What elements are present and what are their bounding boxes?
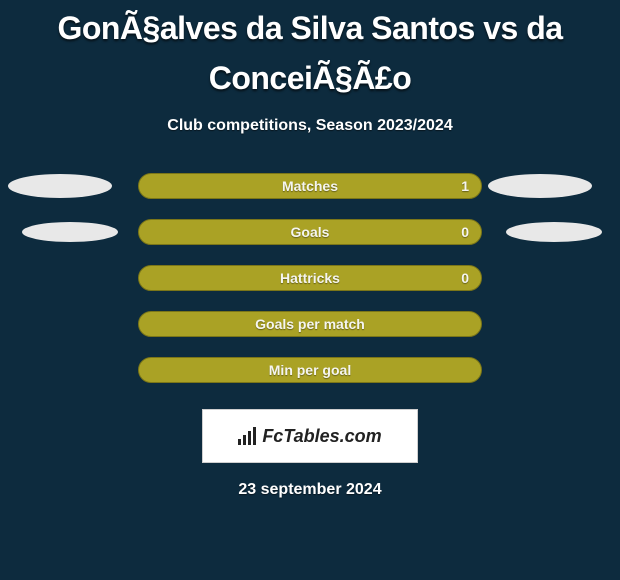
- stat-row: Goals per match: [0, 311, 620, 337]
- right-marker-ellipse: [488, 174, 592, 198]
- stats-rows: Matches 1 Goals 0 Hattricks 0 Goals per …: [0, 173, 620, 383]
- stat-label: Min per goal: [269, 362, 351, 378]
- stat-value: 0: [461, 224, 469, 240]
- stat-label: Hattricks: [280, 270, 340, 286]
- page-title: GonÃ§alves da Silva Santos vs da ConceiÃ…: [0, 0, 620, 103]
- stat-value: 0: [461, 270, 469, 286]
- subtitle: Club competitions, Season 2023/2024: [0, 117, 620, 135]
- stat-bar: Matches 1: [138, 173, 482, 199]
- stat-row: Matches 1: [0, 173, 620, 199]
- left-marker-ellipse: [8, 174, 112, 198]
- left-marker-ellipse: [22, 222, 118, 242]
- stat-row: Min per goal: [0, 357, 620, 383]
- stat-label: Matches: [282, 178, 338, 194]
- right-marker-ellipse: [506, 222, 602, 242]
- logo-box: FcTables.com: [202, 409, 418, 463]
- stat-bar: Min per goal: [138, 357, 482, 383]
- stat-label: Goals: [291, 224, 330, 240]
- bar-chart-icon: [238, 427, 256, 445]
- stat-bar: Goals 0: [138, 219, 482, 245]
- stat-row: Hattricks 0: [0, 265, 620, 291]
- date-label: 23 september 2024: [0, 481, 620, 499]
- stat-bar: Goals per match: [138, 311, 482, 337]
- stat-label: Goals per match: [255, 316, 365, 332]
- stat-value: 1: [461, 178, 469, 194]
- stat-bar: Hattricks 0: [138, 265, 482, 291]
- stat-row: Goals 0: [0, 219, 620, 245]
- logo-text: FcTables.com: [262, 426, 381, 447]
